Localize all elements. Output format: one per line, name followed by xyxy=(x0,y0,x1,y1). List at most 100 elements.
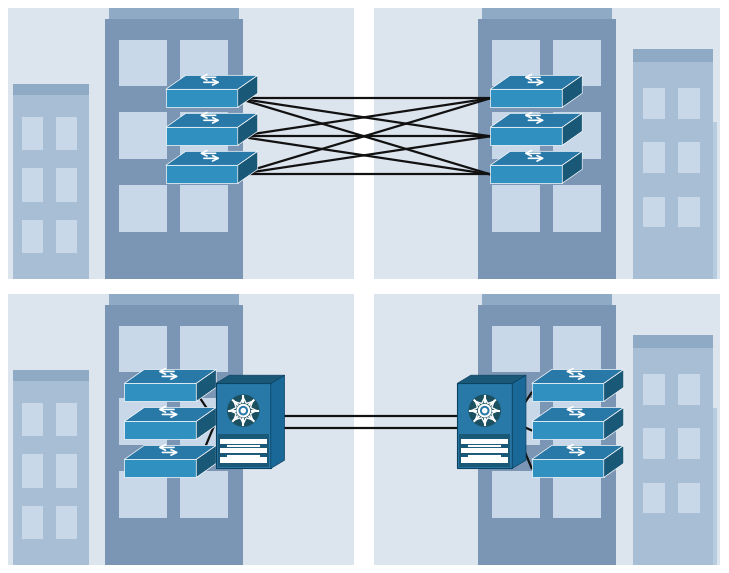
FancyBboxPatch shape xyxy=(105,305,243,565)
FancyBboxPatch shape xyxy=(8,8,354,279)
Circle shape xyxy=(241,408,246,413)
FancyBboxPatch shape xyxy=(13,95,89,279)
FancyBboxPatch shape xyxy=(491,185,540,232)
FancyBboxPatch shape xyxy=(219,457,267,462)
Polygon shape xyxy=(165,127,238,146)
FancyBboxPatch shape xyxy=(119,185,167,232)
FancyBboxPatch shape xyxy=(119,112,167,159)
FancyBboxPatch shape xyxy=(643,143,666,173)
FancyBboxPatch shape xyxy=(179,472,228,518)
FancyBboxPatch shape xyxy=(658,122,717,279)
Polygon shape xyxy=(490,75,582,89)
Polygon shape xyxy=(196,370,217,402)
Polygon shape xyxy=(196,445,217,477)
Circle shape xyxy=(238,405,249,417)
Polygon shape xyxy=(604,370,624,402)
FancyBboxPatch shape xyxy=(55,117,77,150)
Polygon shape xyxy=(238,151,258,183)
Polygon shape xyxy=(531,445,624,460)
FancyBboxPatch shape xyxy=(13,380,89,565)
FancyBboxPatch shape xyxy=(119,398,167,445)
FancyBboxPatch shape xyxy=(491,325,540,372)
FancyBboxPatch shape xyxy=(491,398,540,445)
Polygon shape xyxy=(124,383,196,402)
Polygon shape xyxy=(604,445,624,477)
FancyBboxPatch shape xyxy=(22,117,44,150)
FancyBboxPatch shape xyxy=(218,434,269,467)
FancyBboxPatch shape xyxy=(119,325,167,372)
Polygon shape xyxy=(165,75,258,89)
FancyBboxPatch shape xyxy=(22,403,44,436)
FancyBboxPatch shape xyxy=(658,408,717,565)
Polygon shape xyxy=(124,407,217,421)
Polygon shape xyxy=(165,165,238,183)
Polygon shape xyxy=(216,383,270,469)
FancyBboxPatch shape xyxy=(13,84,89,95)
Polygon shape xyxy=(562,151,582,183)
Polygon shape xyxy=(512,375,526,469)
Polygon shape xyxy=(531,460,604,477)
Circle shape xyxy=(469,394,501,427)
Polygon shape xyxy=(165,89,238,107)
FancyBboxPatch shape xyxy=(643,429,666,459)
FancyBboxPatch shape xyxy=(477,305,616,565)
FancyBboxPatch shape xyxy=(119,472,167,518)
FancyBboxPatch shape xyxy=(678,143,701,173)
FancyBboxPatch shape xyxy=(643,374,666,405)
FancyBboxPatch shape xyxy=(553,112,601,159)
FancyBboxPatch shape xyxy=(643,197,666,227)
Polygon shape xyxy=(562,113,582,146)
FancyBboxPatch shape xyxy=(461,448,508,453)
Polygon shape xyxy=(196,407,217,439)
Polygon shape xyxy=(238,113,258,146)
FancyBboxPatch shape xyxy=(461,439,508,445)
FancyBboxPatch shape xyxy=(678,482,701,513)
Polygon shape xyxy=(165,113,258,127)
FancyBboxPatch shape xyxy=(374,294,720,565)
FancyBboxPatch shape xyxy=(643,482,666,513)
FancyBboxPatch shape xyxy=(477,19,616,279)
FancyBboxPatch shape xyxy=(491,40,540,87)
Polygon shape xyxy=(124,370,217,383)
Polygon shape xyxy=(531,421,604,439)
FancyBboxPatch shape xyxy=(491,112,540,159)
Polygon shape xyxy=(604,407,624,439)
FancyBboxPatch shape xyxy=(55,220,77,253)
Polygon shape xyxy=(270,375,284,469)
Polygon shape xyxy=(531,383,604,402)
Polygon shape xyxy=(531,407,624,421)
FancyBboxPatch shape xyxy=(219,439,267,445)
Polygon shape xyxy=(490,151,582,165)
FancyBboxPatch shape xyxy=(8,294,354,565)
FancyBboxPatch shape xyxy=(634,335,713,348)
FancyBboxPatch shape xyxy=(374,8,720,279)
Circle shape xyxy=(227,394,260,427)
FancyBboxPatch shape xyxy=(22,454,44,488)
Polygon shape xyxy=(490,165,562,183)
FancyBboxPatch shape xyxy=(634,348,713,565)
Polygon shape xyxy=(165,151,258,165)
Circle shape xyxy=(482,408,488,413)
Polygon shape xyxy=(457,375,526,383)
FancyBboxPatch shape xyxy=(482,295,612,305)
FancyBboxPatch shape xyxy=(55,506,77,539)
FancyBboxPatch shape xyxy=(22,168,44,202)
Polygon shape xyxy=(490,113,582,127)
FancyBboxPatch shape xyxy=(678,88,701,119)
FancyBboxPatch shape xyxy=(459,434,510,467)
FancyBboxPatch shape xyxy=(55,454,77,488)
FancyBboxPatch shape xyxy=(553,398,601,445)
Polygon shape xyxy=(531,370,624,383)
FancyBboxPatch shape xyxy=(553,325,601,372)
Polygon shape xyxy=(457,383,512,469)
FancyBboxPatch shape xyxy=(179,112,228,159)
Polygon shape xyxy=(490,89,562,107)
FancyBboxPatch shape xyxy=(179,40,228,87)
FancyBboxPatch shape xyxy=(55,403,77,436)
Polygon shape xyxy=(216,375,284,383)
FancyBboxPatch shape xyxy=(482,9,612,19)
FancyBboxPatch shape xyxy=(553,40,601,87)
FancyBboxPatch shape xyxy=(678,197,701,227)
Polygon shape xyxy=(490,127,562,146)
FancyBboxPatch shape xyxy=(634,49,713,62)
